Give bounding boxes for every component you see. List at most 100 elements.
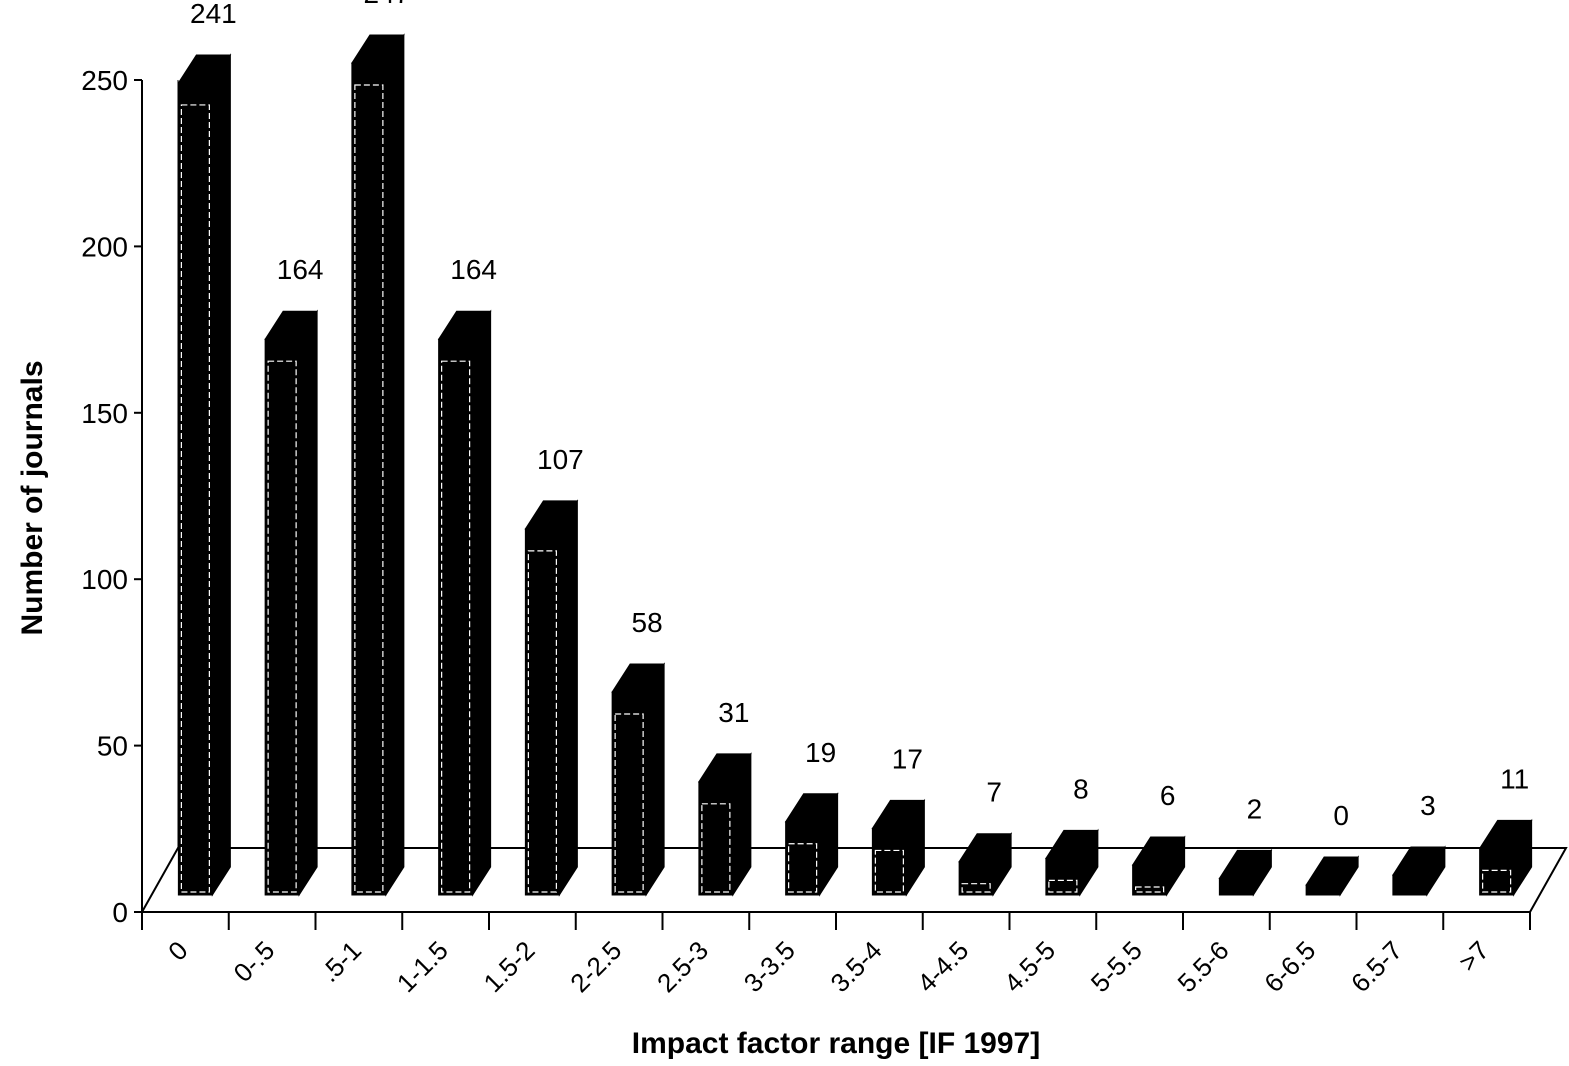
x-axis-title: Impact factor range [IF 1997] xyxy=(632,1027,1040,1060)
bar-side-face xyxy=(211,53,231,897)
x-tick-label: 4-4.5 xyxy=(911,935,974,998)
bar-inner-outline xyxy=(788,843,818,893)
bar-front-face xyxy=(524,528,560,896)
bar xyxy=(350,33,405,897)
bar-side-face xyxy=(819,792,839,897)
bar xyxy=(1218,848,1273,897)
x-tick-label: 0 xyxy=(162,935,193,966)
bar xyxy=(1044,828,1099,897)
bar-side-face xyxy=(1079,828,1099,897)
bar-side-face xyxy=(1166,835,1186,897)
bar xyxy=(611,662,666,897)
bar xyxy=(1305,855,1360,897)
x-tick-label: 1.5-2 xyxy=(477,935,540,998)
bar xyxy=(1131,835,1186,897)
data-label: 3 xyxy=(1420,790,1436,821)
data-label: 164 xyxy=(277,254,324,285)
y-tick-label: 50 xyxy=(97,731,128,762)
bar-side-face xyxy=(1252,848,1272,897)
bar-inner-outline xyxy=(180,104,210,893)
x-tick-label: 6-6.5 xyxy=(1258,935,1321,998)
x-tick-label: >7 xyxy=(1453,935,1495,977)
x-tick-label: 2-2.5 xyxy=(564,935,627,998)
bar xyxy=(697,752,752,897)
bar-inner-outline xyxy=(527,550,557,893)
data-label: 8 xyxy=(1073,773,1089,804)
bar-inner-outline xyxy=(961,883,991,893)
bar-side-face xyxy=(472,309,492,897)
x-tick-label: 0-.5 xyxy=(227,935,280,988)
bar xyxy=(871,798,926,897)
x-tick-label: 3.5-4 xyxy=(824,935,887,998)
bar-front-face xyxy=(1045,857,1081,896)
data-label: 164 xyxy=(450,254,497,285)
bar-front-face xyxy=(264,338,300,896)
bar-front-face xyxy=(351,62,387,896)
bar-side-face xyxy=(992,832,1012,897)
x-tick-label: 3-3.5 xyxy=(738,935,801,998)
bar-front-face xyxy=(438,338,474,896)
bar-inner-outline xyxy=(874,849,904,893)
bar xyxy=(784,792,839,897)
data-label: 247 xyxy=(364,0,411,9)
bar-side-face xyxy=(905,798,925,897)
bar-inner-outline xyxy=(1482,869,1512,893)
data-label: 2 xyxy=(1247,793,1263,824)
data-label: 31 xyxy=(718,697,749,728)
data-label: 17 xyxy=(892,743,923,774)
bar xyxy=(437,309,492,897)
bar-front-face xyxy=(1218,877,1254,896)
bar xyxy=(177,53,232,897)
x-ticks xyxy=(141,912,1531,930)
data-label: 11 xyxy=(1500,763,1529,794)
x-tick-label: 4.5-5 xyxy=(998,935,1061,998)
bar-front-face xyxy=(1305,884,1341,896)
data-label: 241 xyxy=(190,0,237,29)
bar-inner-outline xyxy=(1048,879,1078,893)
bar xyxy=(524,499,579,897)
bar-inner-outline xyxy=(701,803,731,893)
x-tick-label: 2.5-3 xyxy=(651,935,714,998)
bar-front-face xyxy=(177,82,213,896)
bar-side-face xyxy=(1513,818,1533,897)
bar-inner-outline xyxy=(267,360,297,893)
data-label: 58 xyxy=(632,607,663,638)
bar-front-face xyxy=(611,691,647,896)
bar xyxy=(958,832,1013,897)
x-tick-label: 6.5-7 xyxy=(1345,935,1408,998)
bar-front-face xyxy=(1132,864,1168,896)
x-tick-labels: 0 0-.5 .5-1 1-1.5 1.5-2 2-2.5 2.5-3 3-3.5 3.5-4 4… xyxy=(162,935,1495,998)
x-tick-label: 5-5.5 xyxy=(1085,935,1148,998)
bar-front-face xyxy=(871,827,907,896)
bar-side-face xyxy=(1339,855,1359,897)
bar-inner-outline xyxy=(441,360,471,893)
data-label: 7 xyxy=(986,777,1002,808)
y-axis-title: Number of journals xyxy=(16,360,49,635)
x-tick-label: .5-1 xyxy=(314,935,367,988)
y-tick-label: 200 xyxy=(81,231,128,262)
bar-side-face xyxy=(645,662,665,897)
bar xyxy=(1391,845,1446,897)
data-labels: 241 164 247 164 107 58 31 19 17 7 8 6 2 0 3 11 xyxy=(190,0,1529,831)
bar-inner-outline xyxy=(614,713,644,893)
data-label: 0 xyxy=(1333,800,1349,831)
y-ticks: 0 50 100 150 200 250 xyxy=(81,65,142,928)
data-label: 107 xyxy=(537,444,584,475)
bar-inner-outline xyxy=(354,84,384,893)
bar-side-face xyxy=(1426,845,1446,897)
bar-front-face xyxy=(785,821,821,896)
bar xyxy=(1478,818,1533,897)
bar-side-face xyxy=(558,499,578,897)
y-tick-label: 150 xyxy=(81,398,128,429)
bars xyxy=(177,33,1533,897)
y-tick-label: 250 xyxy=(81,65,128,96)
y-tick-label: 0 xyxy=(112,897,128,928)
bar-front-face xyxy=(958,861,994,896)
bar-side-face xyxy=(385,33,405,897)
data-label: 6 xyxy=(1160,780,1176,811)
data-label: 19 xyxy=(805,737,836,768)
bar-front-face xyxy=(698,781,734,896)
bar-side-face xyxy=(732,752,752,897)
y-tick-label: 100 xyxy=(81,564,128,595)
